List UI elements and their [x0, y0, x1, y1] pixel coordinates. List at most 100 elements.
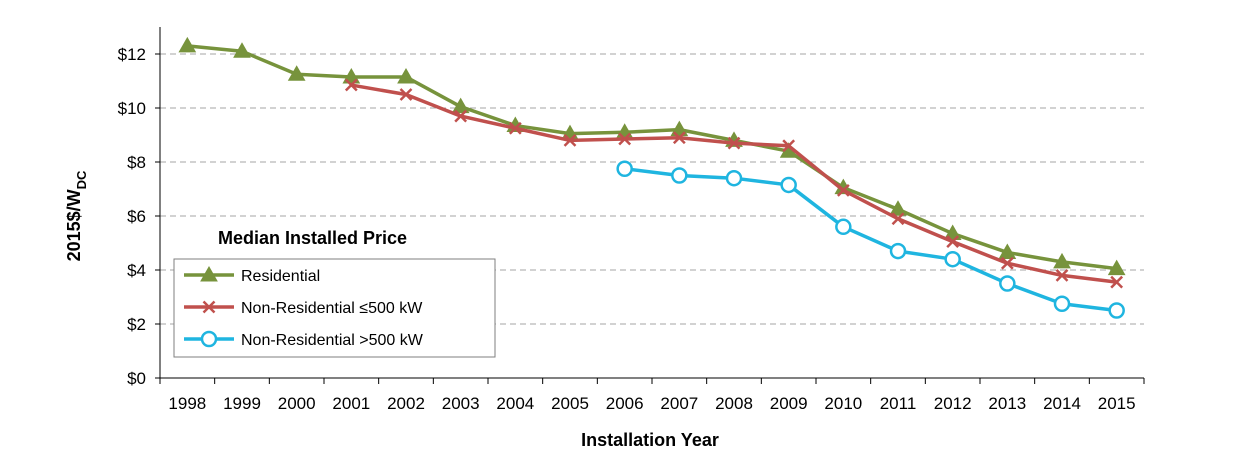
- x-marker-stroke: [1055, 269, 1069, 282]
- x-marker: [399, 88, 413, 101]
- x-tick-label: 2002: [387, 394, 425, 413]
- circle-marker: [1053, 295, 1071, 312]
- legend-label: Residential: [241, 268, 320, 285]
- circle-marker: [1108, 302, 1125, 319]
- x-marker: [672, 131, 686, 145]
- triangle-marker: [178, 36, 197, 53]
- x-marker: [891, 212, 905, 226]
- series-group: [178, 36, 1126, 319]
- triangle-marker: [1107, 259, 1126, 276]
- x-marker: [202, 300, 216, 314]
- x-marker-stroke: [1110, 275, 1124, 289]
- x-marker-stroke: [618, 132, 632, 146]
- x-marker: [946, 235, 960, 249]
- circle-marker: [944, 250, 961, 268]
- triangle-marker: [200, 265, 218, 282]
- x-tick-label: 2009: [770, 394, 808, 413]
- circle-marker: [889, 242, 907, 260]
- triangle-marker: [889, 200, 907, 216]
- x-marker-stroke: [727, 136, 741, 150]
- y-tick-labels: $0 $2 $4 $6 $8 $10 $12: [118, 45, 146, 388]
- x-marker: [727, 136, 741, 150]
- triangle-marker: [397, 67, 415, 84]
- x-marker-stroke: [508, 121, 522, 135]
- triangle-marker: [451, 97, 470, 114]
- x-marker: [563, 134, 577, 147]
- y-tick-label: $0: [127, 369, 146, 388]
- x-marker-stroke: [1000, 256, 1014, 270]
- circle-marker: [200, 330, 218, 348]
- x-marker: [1110, 275, 1124, 289]
- x-tick-label: 2010: [824, 394, 862, 413]
- x-tick-label: 1999: [223, 394, 261, 413]
- x-tick-label: 2012: [934, 394, 972, 413]
- triangle-marker: [233, 42, 251, 58]
- x-marker: [454, 109, 468, 123]
- x-marker-stroke: [946, 235, 960, 249]
- x-tick-label: 2007: [660, 394, 698, 413]
- circle-marker: [671, 167, 688, 184]
- series-3: [616, 160, 1125, 319]
- triangle-marker: [287, 65, 306, 81]
- series-2: [344, 78, 1124, 289]
- y-axis-title-main: 2015$/W: [64, 189, 84, 261]
- x-tick-label: 2008: [715, 394, 753, 413]
- x-marker: [344, 78, 358, 92]
- x-tick-label: 2011: [880, 394, 917, 413]
- x-marker-stroke: [563, 134, 577, 147]
- triangle-marker: [1053, 252, 1071, 269]
- legend-label: Non-Residential ≤500 kW: [241, 300, 423, 317]
- y-axis-title: 2015$/WDC: [64, 170, 89, 261]
- legend-item-1: Residential: [184, 265, 320, 285]
- x-tick-labels: 1998 1999 2000 2001 2002 2003 2004 2005 2006 2007…: [168, 394, 1135, 413]
- x-marker: [508, 121, 522, 135]
- x-marker-stroke: [891, 212, 905, 226]
- x-marker: [1000, 256, 1014, 270]
- legend-item-2: Non-Residential ≤500 kW: [184, 300, 423, 317]
- x-marker-stroke: [836, 183, 850, 197]
- x-marker-stroke: [672, 131, 686, 145]
- x-tick-label: 2006: [606, 394, 644, 413]
- x-axis-title: Installation Year: [581, 430, 719, 450]
- x-marker-stroke: [782, 139, 796, 153]
- x-marker: [618, 132, 632, 146]
- legend-item-3: Non-Residential >500 kW: [184, 330, 424, 349]
- x-tick-label: 2013: [988, 394, 1026, 413]
- series-line: [624, 167, 1117, 313]
- y-tick-label: $8: [127, 153, 146, 172]
- circle-marker: [616, 160, 633, 177]
- x-marker-stroke: [399, 88, 413, 101]
- x-marker-stroke: [454, 109, 468, 123]
- x-tick-label: 2003: [442, 394, 480, 413]
- x-tick-label: 2004: [496, 394, 534, 413]
- y-axis-title-subscript: DC: [74, 170, 89, 189]
- y-tick-label: $12: [118, 45, 146, 64]
- x-marker: [782, 139, 796, 153]
- series-line: [187, 44, 1117, 271]
- circle-marker: [835, 218, 852, 236]
- x-marker: [1055, 269, 1069, 282]
- legend-items: Residential Non-Residential ≤500 kW Non-Re…: [184, 265, 424, 349]
- circle-marker: [725, 169, 743, 187]
- x-marker-stroke: [344, 78, 358, 92]
- y-tick-label: $10: [118, 99, 146, 118]
- legend: Median Installed Price Residential Non-Re…: [173, 228, 496, 358]
- x-tick-label: 2014: [1043, 394, 1081, 413]
- circle-marker: [780, 176, 797, 194]
- axes: [155, 27, 1145, 384]
- triangle-marker: [998, 243, 1017, 259]
- x-marker-stroke: [202, 300, 216, 314]
- y-tick-label: $6: [127, 207, 146, 226]
- legend-label: Non-Residential >500 kW: [241, 332, 424, 349]
- y-tick-label: $4: [127, 261, 146, 280]
- x-tick-label: 2005: [551, 394, 589, 413]
- x-marker: [836, 183, 850, 197]
- circle-marker: [999, 275, 1016, 292]
- x-tick-label: 2001: [332, 394, 370, 413]
- y-tick-label: $2: [127, 315, 146, 334]
- x-tick-label: 1998: [168, 394, 206, 413]
- x-tick-label: 2000: [278, 394, 316, 413]
- x-tick-label: 2015: [1098, 394, 1136, 413]
- legend-title: Median Installed Price: [218, 228, 407, 248]
